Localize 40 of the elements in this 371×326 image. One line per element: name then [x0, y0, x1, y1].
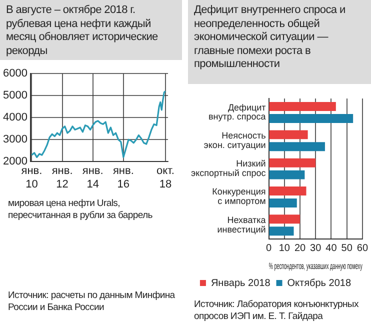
text: Источник: Лаборатория конъюнктурных опросов ИЭП им. Е. Т. Гайдара — [194, 299, 360, 322]
bar — [269, 186, 306, 196]
text: мировая цена нефти Urals, пересчитанная в рубли за баррель — [8, 198, 154, 221]
chart-title: Дефицит внутреннего спроса и неопределенность общей экономической ситуации — главные помехи роста в промышленности — [188, 0, 371, 84]
bar — [269, 158, 316, 168]
x-tick-label: окт. 18 — [156, 165, 174, 190]
y-tick-label: 5000 — [2, 90, 28, 102]
x-tick-label: 10 — [278, 242, 290, 254]
x-tick-label: 30 — [310, 242, 322, 254]
text: Источник: расчеты по данным Минфина России и Банка России — [8, 290, 176, 313]
x-tick-label: 20 — [294, 242, 306, 254]
y-tick-label: Низкий экспортный спрос — [190, 158, 266, 178]
x-tick-label: янв. 14 — [82, 165, 104, 190]
y-tick-label: 6000 — [2, 68, 28, 80]
chart-title: В августе – октябре 2018 г. рублевая цена нефти каждый месяц обновляет исторические рекорды — [0, 0, 182, 60]
legend-label: Январь 2018 — [210, 278, 271, 289]
legend-label: Октябрь 2018 — [287, 278, 352, 289]
bar — [269, 142, 325, 152]
x-tick-label: янв. 12 — [52, 165, 73, 190]
bar — [269, 114, 354, 123]
bar — [269, 198, 297, 208]
y-tick-label: Конкуренция с импортом — [212, 186, 266, 206]
bar — [269, 170, 305, 180]
x-tick-label: янв. 10 — [21, 165, 42, 190]
y-tick-label: Нехватка инвестиций — [217, 214, 266, 234]
x-tick-label: 60 — [356, 242, 368, 254]
bar — [269, 102, 336, 112]
y-tick-label: Неясность экон. ситуации — [204, 130, 266, 150]
x-axis-title: % респондентов, указавших данную помеху — [268, 262, 363, 272]
bar — [269, 130, 308, 140]
x-tick-label: 50 — [341, 242, 353, 254]
y-tick-label: Дефицит внутр. спроса — [208, 102, 266, 122]
x-tick-label: янв. 16 — [112, 165, 134, 190]
x-tick-label: 40 — [326, 242, 338, 254]
y-tick-label: 2000 — [2, 156, 28, 168]
y-tick-label: 3000 — [2, 134, 28, 146]
bar — [269, 226, 294, 236]
y-tick-label: 4000 — [2, 112, 28, 124]
x-tick-label: 0 — [266, 242, 272, 254]
bar — [269, 214, 300, 224]
